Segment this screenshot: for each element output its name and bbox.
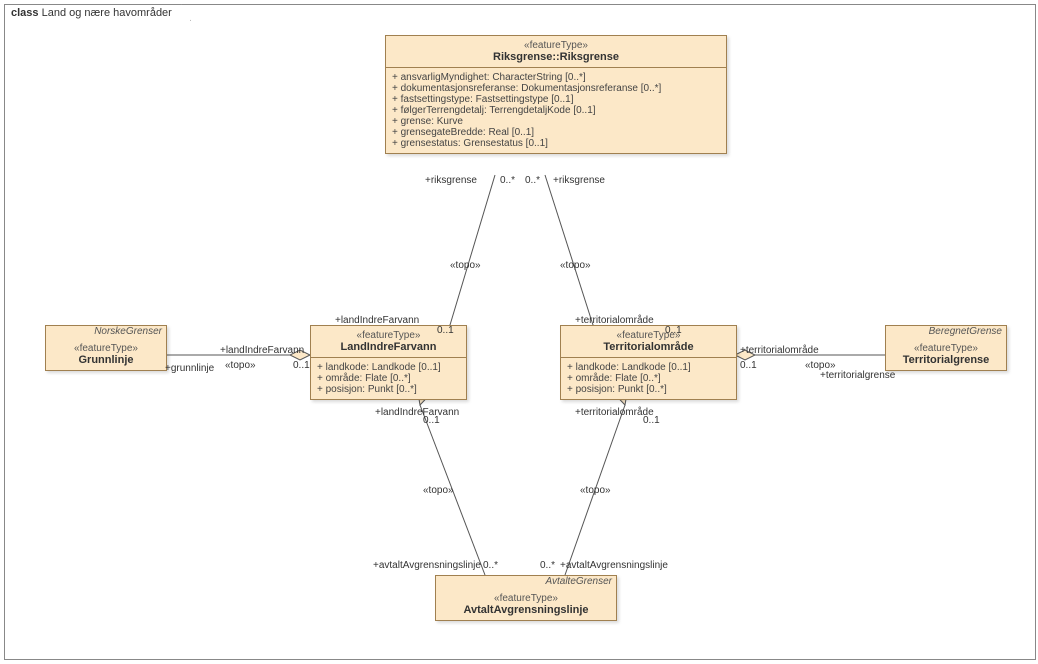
- class-header: «featureType»AvtaltAvgrensningslinje: [436, 589, 616, 620]
- class-name: LandIndreFarvann: [319, 341, 458, 353]
- class-riksgrense[interactable]: «featureType»Riksgrense::Riksgrense+ ans…: [385, 35, 727, 154]
- edge-label: +riksgrense: [553, 175, 605, 186]
- class-name: AvtaltAvgrensningslinje: [444, 604, 608, 616]
- frame-title-tab: class Land og nære havområder: [4, 4, 191, 21]
- edge-label: 0..1: [423, 415, 440, 426]
- edge-label: +territorialgrense: [820, 370, 895, 381]
- class-attribute: + område: Flate [0..*]: [567, 373, 730, 384]
- class-name: Territorialgrense: [894, 354, 998, 366]
- edge-label: +avtaltAvgrensningslinje: [373, 560, 481, 571]
- edge-label: 0..1: [293, 360, 310, 371]
- class-header: «featureType»Riksgrense::Riksgrense: [386, 36, 726, 68]
- edge-label: +landIndreFarvann: [375, 407, 459, 418]
- class-name: Grunnlinje: [54, 354, 158, 366]
- class-attribute: + område: Flate [0..*]: [317, 373, 460, 384]
- class-landIndreFarvann[interactable]: «featureType»LandIndreFarvann+ landkode:…: [310, 325, 467, 400]
- diagram-frame: class Land og nære havområder «featureTy…: [4, 4, 1036, 660]
- class-header: «featureType»Territorialgrense: [886, 339, 1006, 370]
- class-stereotype: «featureType»: [894, 343, 998, 354]
- class-attribute: + dokumentasjonsreferanse: Dokumentasjon…: [392, 83, 720, 94]
- class-attribute: + grense: Kurve: [392, 116, 720, 127]
- edge-label: «topo»: [225, 360, 256, 371]
- edge-label: 0..*: [540, 560, 555, 571]
- class-stereotype: «featureType»: [394, 40, 718, 51]
- class-package: NorskeGrenser: [46, 326, 166, 339]
- edge-label: 0..1: [437, 325, 454, 336]
- class-attribute: + posisjon: Punkt [0..*]: [317, 384, 460, 395]
- edge-label: «topo»: [450, 260, 481, 271]
- edge-label: +territorialområde: [575, 407, 654, 418]
- class-attribute: + fastsettingstype: Fastsettingstype [0.…: [392, 94, 720, 105]
- class-package: AvtalteGrenser: [436, 576, 616, 589]
- class-name: Riksgrense::Riksgrense: [394, 51, 718, 63]
- frame-title: Land og nære havområder: [42, 7, 172, 19]
- edge-label: +riksgrense: [425, 175, 477, 186]
- edge-label: +landIndreFarvann: [335, 315, 419, 326]
- edge-label: +avtaltAvgrensningslinje: [560, 560, 668, 571]
- class-attribute: + grensegateBredde: Real [0..1]: [392, 127, 720, 138]
- class-stereotype: «featureType»: [54, 343, 158, 354]
- class-attributes: + landkode: Landkode [0..1]+ område: Fla…: [561, 358, 736, 399]
- frame-keyword: class: [11, 7, 39, 19]
- edge-label: 0..*: [525, 175, 540, 186]
- edge-label: +territorialområde: [575, 315, 654, 326]
- edge-label: +landIndreFarvann: [220, 345, 304, 356]
- edge-label: 0..1: [665, 325, 682, 336]
- class-attributes: + landkode: Landkode [0..1]+ område: Fla…: [311, 358, 466, 399]
- class-attribute: + grensestatus: Grensestatus [0..1]: [392, 138, 720, 149]
- edge-label: +grunnlinje: [165, 363, 214, 374]
- edge-label: «topo»: [423, 485, 454, 496]
- class-package: BeregnetGrense: [886, 326, 1006, 339]
- class-grunnlinje[interactable]: NorskeGrenser«featureType»Grunnlinje: [45, 325, 167, 371]
- class-territorialomrade[interactable]: «featureType»Territorialområde+ landkode…: [560, 325, 737, 400]
- class-attribute: + landkode: Landkode [0..1]: [567, 362, 730, 373]
- class-attribute: + posisjon: Punkt [0..*]: [567, 384, 730, 395]
- class-attribute: + følgerTerrengdetalj: TerrengdetaljKode…: [392, 105, 720, 116]
- class-stereotype: «featureType»: [569, 330, 728, 341]
- class-territorialgrense[interactable]: BeregnetGrense«featureType»Territorialgr…: [885, 325, 1007, 371]
- edge-label: 0..1: [643, 415, 660, 426]
- edge-label: +territorialområde: [740, 345, 819, 356]
- edge-label: 0..*: [483, 560, 498, 571]
- edge-label: 0..1: [740, 360, 757, 371]
- class-attributes: + ansvarligMyndighet: CharacterString [0…: [386, 68, 726, 153]
- edge-label: 0..*: [500, 175, 515, 186]
- class-avtalt[interactable]: AvtalteGrenser«featureType»AvtaltAvgrens…: [435, 575, 617, 621]
- class-header: «featureType»Territorialområde: [561, 326, 736, 358]
- class-stereotype: «featureType»: [444, 593, 608, 604]
- class-attribute: + ansvarligMyndighet: CharacterString [0…: [392, 72, 720, 83]
- edge-label: «topo»: [580, 485, 611, 496]
- class-name: Territorialområde: [569, 341, 728, 353]
- edge-label: «topo»: [560, 260, 591, 271]
- class-attribute: + landkode: Landkode [0..1]: [317, 362, 460, 373]
- class-header: «featureType»Grunnlinje: [46, 339, 166, 370]
